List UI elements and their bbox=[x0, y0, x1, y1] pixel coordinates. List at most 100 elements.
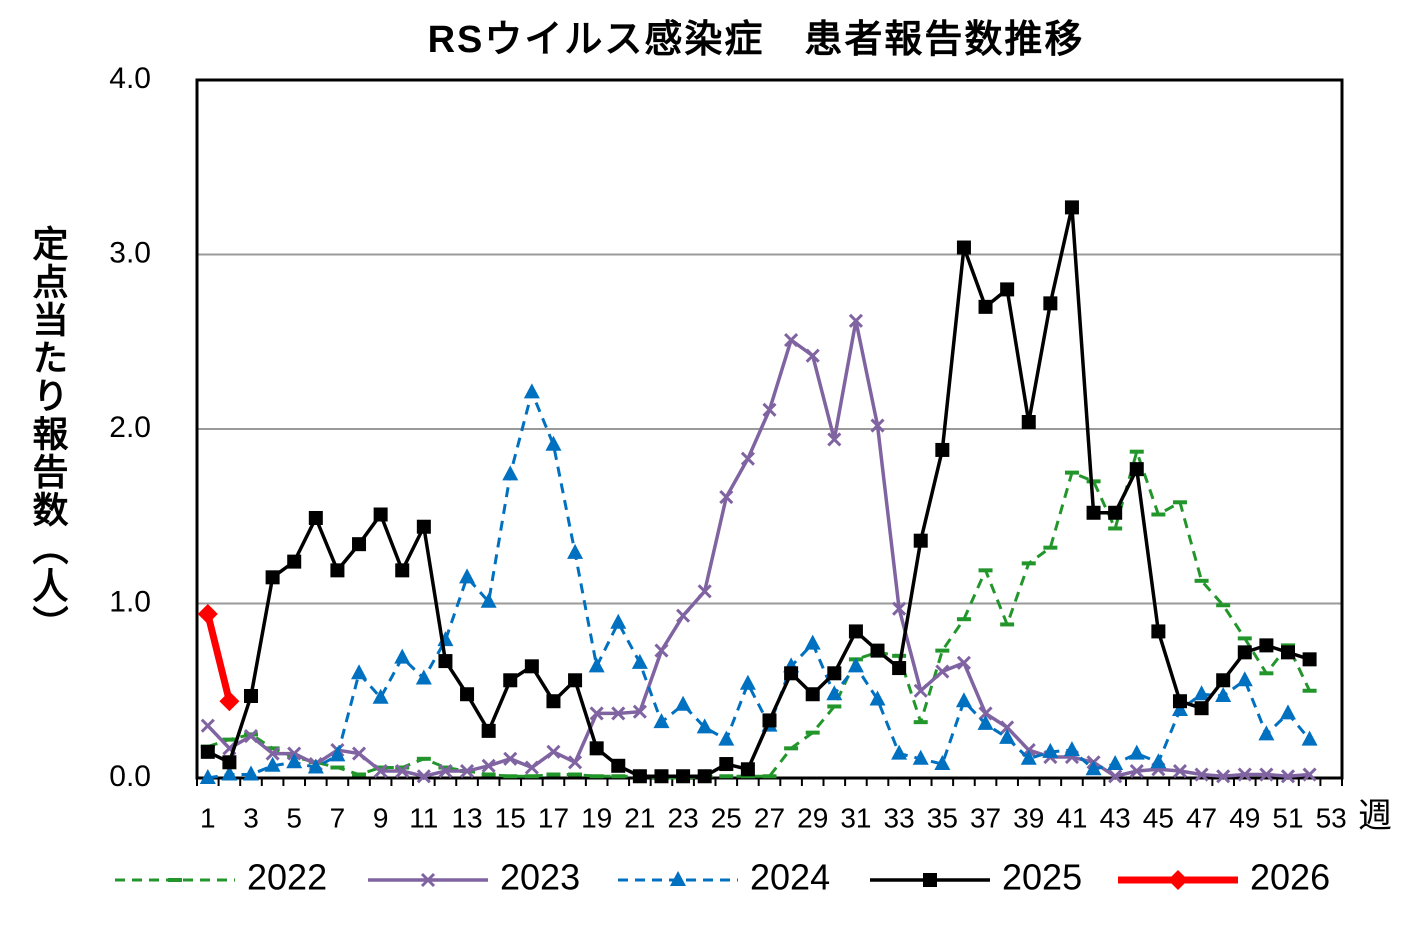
data-point bbox=[200, 718, 215, 733]
data-point bbox=[308, 510, 323, 525]
data-point bbox=[546, 694, 561, 709]
data-point bbox=[762, 713, 777, 728]
data-point bbox=[1302, 652, 1317, 667]
data-point bbox=[503, 751, 518, 766]
data-point bbox=[870, 418, 885, 433]
series-line bbox=[207, 450, 1311, 780]
data-point bbox=[784, 332, 799, 348]
data-point bbox=[1193, 685, 1210, 701]
data-point bbox=[394, 648, 411, 664]
data-point bbox=[265, 570, 280, 585]
x-tick-label: 7 bbox=[330, 802, 346, 833]
series-line bbox=[207, 205, 1311, 779]
data-point bbox=[805, 687, 820, 702]
data-point bbox=[977, 714, 994, 730]
data-point bbox=[632, 769, 647, 784]
data-point bbox=[762, 402, 777, 417]
data-point bbox=[395, 563, 410, 578]
legend-label: 2023 bbox=[500, 857, 580, 898]
y-tick-label: 3.0 bbox=[109, 236, 151, 269]
data-point bbox=[1301, 730, 1318, 746]
data-point bbox=[827, 432, 842, 447]
data-point bbox=[568, 755, 583, 770]
data-point bbox=[200, 744, 215, 759]
data-point bbox=[848, 624, 863, 639]
chart-title: RSウイルス感染症 患者報告数推移 bbox=[428, 19, 1085, 61]
data-point bbox=[545, 435, 562, 451]
data-point bbox=[222, 755, 237, 770]
data-point bbox=[740, 451, 755, 466]
data-point bbox=[1000, 282, 1015, 297]
x-tick-label: 1 bbox=[200, 802, 216, 833]
x-tick-label: 33 bbox=[884, 802, 915, 833]
data-point bbox=[631, 653, 648, 669]
x-tick-label: 41 bbox=[1056, 802, 1087, 833]
data-point bbox=[1021, 415, 1036, 430]
data-point bbox=[243, 765, 260, 781]
x-tick-label: 53 bbox=[1316, 802, 1347, 833]
data-point bbox=[286, 753, 303, 769]
data-point bbox=[826, 685, 843, 701]
x-tick-label: 49 bbox=[1229, 802, 1260, 833]
data-point bbox=[460, 687, 475, 702]
data-point bbox=[719, 489, 734, 505]
data-point bbox=[978, 706, 993, 721]
data-point bbox=[219, 691, 240, 712]
data-point bbox=[1172, 694, 1187, 709]
x-tick-label: 27 bbox=[754, 802, 785, 833]
data-point bbox=[1129, 462, 1144, 477]
data-point bbox=[1171, 700, 1188, 716]
data-point bbox=[438, 763, 453, 779]
data-point bbox=[459, 568, 476, 584]
legend-label: 2024 bbox=[750, 857, 830, 898]
data-point bbox=[784, 666, 799, 681]
data-point bbox=[1215, 686, 1232, 702]
data-point bbox=[805, 348, 820, 363]
x-tick-label: 19 bbox=[581, 802, 612, 833]
data-point bbox=[1194, 701, 1209, 716]
series-line bbox=[206, 319, 1310, 779]
x-tick-label: 25 bbox=[711, 802, 742, 833]
legend-label: 2026 bbox=[1250, 857, 1330, 898]
data-point bbox=[481, 758, 496, 773]
data-point bbox=[523, 383, 540, 399]
data-point bbox=[1237, 767, 1252, 782]
data-point bbox=[244, 688, 259, 703]
data-point bbox=[307, 758, 324, 774]
data-point bbox=[287, 554, 302, 569]
data-point bbox=[676, 608, 691, 623]
data-point bbox=[913, 683, 928, 698]
data-point bbox=[1216, 673, 1231, 688]
x-tick-label: 39 bbox=[1013, 802, 1044, 833]
data-point bbox=[632, 704, 647, 719]
data-point bbox=[415, 669, 432, 685]
data-point bbox=[1302, 767, 1317, 782]
data-point bbox=[676, 769, 691, 784]
legend-label: 2022 bbox=[247, 857, 327, 898]
data-point bbox=[1086, 505, 1101, 520]
data-point bbox=[199, 769, 216, 784]
data-point bbox=[935, 664, 950, 679]
data-point bbox=[697, 769, 712, 784]
data-point bbox=[502, 465, 519, 481]
data-point bbox=[1000, 720, 1015, 735]
legend-marker bbox=[1168, 870, 1188, 890]
data-point bbox=[567, 543, 584, 559]
data-point bbox=[697, 584, 712, 599]
legend-marker bbox=[420, 872, 436, 888]
data-point bbox=[1280, 645, 1295, 660]
data-point bbox=[1043, 296, 1058, 311]
data-point bbox=[978, 299, 993, 314]
data-point bbox=[265, 746, 280, 761]
data-point bbox=[438, 654, 453, 669]
data-point bbox=[913, 533, 928, 548]
data-point bbox=[481, 723, 496, 738]
x-tick-label: 13 bbox=[451, 802, 482, 833]
data-point bbox=[912, 749, 929, 765]
data-point bbox=[524, 760, 539, 775]
data-point bbox=[351, 664, 368, 680]
data-point bbox=[696, 718, 713, 734]
data-point bbox=[611, 706, 626, 721]
data-point bbox=[956, 655, 971, 670]
